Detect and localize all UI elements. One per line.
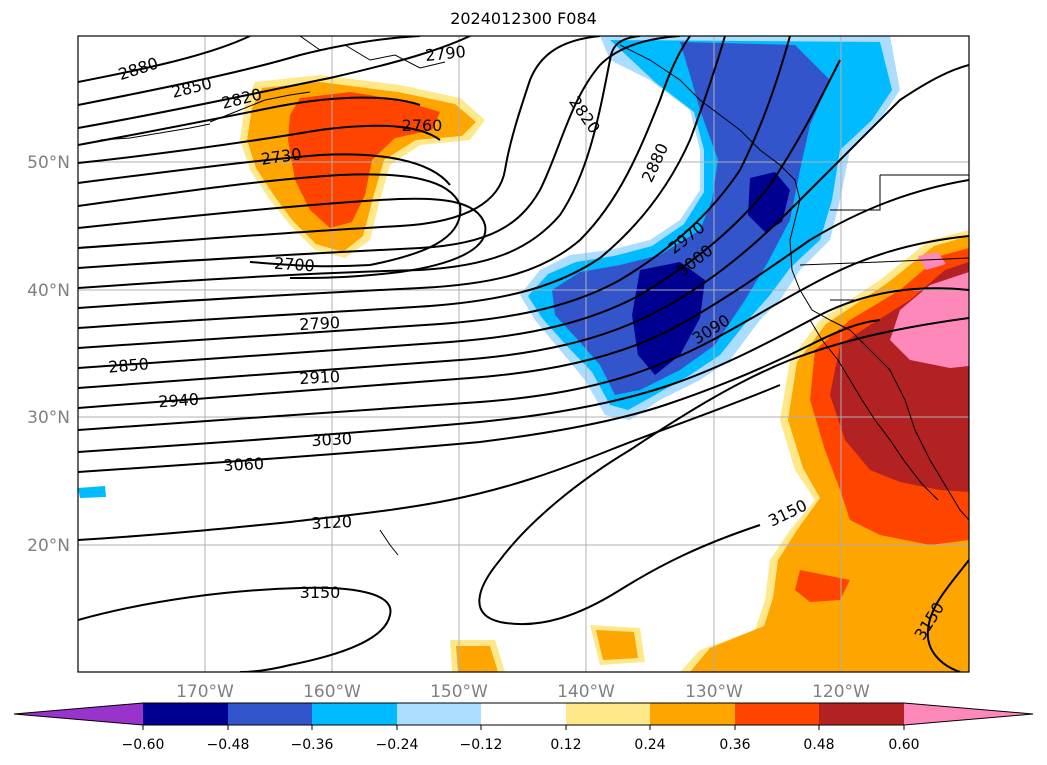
colorbar-tick-label: 0.60 (888, 737, 919, 753)
contour-label: 2700 (273, 254, 315, 276)
colorbar-tick-label: 0.24 (634, 737, 665, 753)
contour-label: 2850 (107, 354, 149, 376)
colorbar-segment (481, 703, 566, 725)
latitude-label: 50°N (27, 153, 70, 173)
longitude-label: 160°W (303, 682, 361, 702)
longitude-label: 140°W (557, 682, 615, 702)
latitude-label: 30°N (27, 408, 70, 428)
contour-label: 3030 (311, 429, 353, 450)
longitude-label: 120°W (812, 682, 870, 702)
contour-label: 3120 (311, 512, 353, 533)
colorbar-segment (312, 703, 397, 725)
longitude-label: 130°W (685, 682, 743, 702)
colorbar-segment (566, 703, 650, 725)
contour-label: 2910 (299, 367, 341, 388)
contour-label: 2940 (158, 390, 200, 412)
colorbar-tick-label: −0.24 (376, 737, 419, 753)
colorbar-tick-label: −0.48 (207, 737, 250, 753)
colorbar-tick-label: 0.36 (719, 737, 750, 753)
latitude-label: 40°N (27, 281, 70, 301)
map-frame (77, 35, 970, 673)
colorbar-tick-label: −0.60 (122, 737, 165, 753)
colorbar-tick-label: −0.12 (460, 737, 503, 753)
colorbar-left-extend (14, 703, 143, 725)
longitude-label: 150°W (430, 682, 488, 702)
coastlines (99, 36, 969, 556)
colorbar: −0.60 −0.48 −0.36 −0.24 −0.12 0.12 0.24 … (13, 702, 1034, 753)
latitude-labels: 50°N 40°N 30°N 20°N (27, 153, 70, 556)
colorbar-right-extend (904, 703, 1033, 725)
height-contours (78, 36, 969, 672)
longitude-labels: 170°W 160°W 150°W 140°W 130°W 120°W (176, 682, 870, 702)
positive-anomaly-region (240, 75, 969, 672)
colorbar-segment (228, 703, 312, 725)
latitude-label: 20°N (27, 536, 70, 556)
contour-label: 3150 (300, 583, 341, 602)
longitude-label: 170°W (176, 682, 234, 702)
contour-label: 3060 (223, 454, 265, 475)
colorbar-segment (735, 703, 819, 725)
colorbar-segment (143, 703, 228, 725)
contour-label: 2760 (402, 116, 443, 135)
colorbar-tick-label: 0.48 (803, 737, 834, 753)
map-title: 2024012300 F084 (450, 9, 597, 28)
contour-label: 2790 (299, 313, 341, 334)
colorbar-segment (650, 703, 735, 725)
negative-anomaly-region (78, 36, 900, 498)
colorbar-tick-label: −0.36 (291, 737, 334, 753)
colorbar-tick-label: 0.12 (550, 737, 581, 753)
colorbar-segment (819, 703, 904, 725)
contour-label: 2790 (424, 42, 466, 65)
colorbar-segment (397, 703, 481, 725)
